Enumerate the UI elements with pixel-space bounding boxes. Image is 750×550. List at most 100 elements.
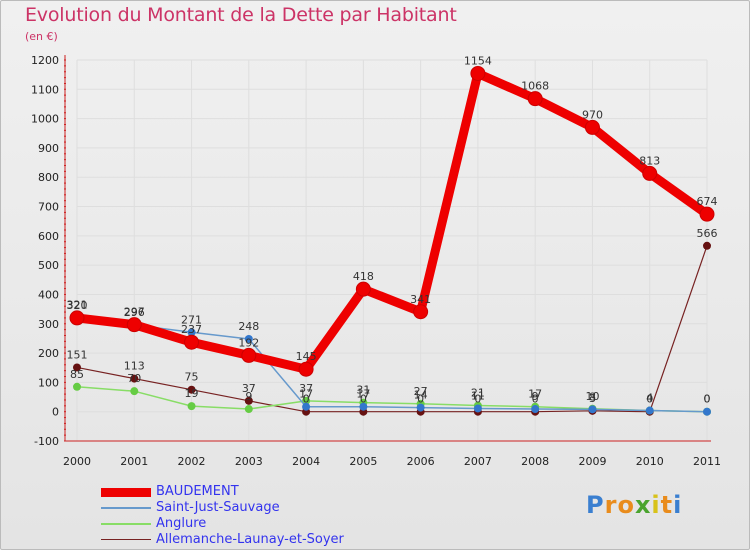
data-label: 674: [697, 195, 718, 208]
data-label: 296: [124, 306, 145, 319]
data-label: 85: [70, 368, 84, 381]
data-point: [302, 402, 311, 411]
data-point: [241, 347, 257, 363]
x-tick-label: 2011: [693, 455, 721, 468]
data-label: 17: [299, 388, 313, 401]
x-tick-label: 2003: [235, 455, 263, 468]
series-line: [72, 68, 712, 374]
data-label: 10: [585, 390, 599, 403]
data-label: 9: [245, 390, 252, 403]
data-label: 0: [360, 393, 367, 406]
data-point: [126, 317, 142, 333]
data-point: [187, 385, 196, 394]
data-label: 271: [181, 313, 202, 326]
data-label: 145: [296, 350, 317, 363]
data-point: [416, 403, 425, 412]
data-point: [470, 65, 486, 81]
x-tick-label: 2004: [292, 455, 320, 468]
data-label: 0: [303, 393, 310, 406]
data-label: 14: [414, 389, 428, 402]
chart-subtitle: (en €): [25, 30, 58, 43]
x-tick-label: 2008: [521, 455, 549, 468]
data-label: 418: [353, 270, 374, 283]
x-tick-label: 2005: [349, 455, 377, 468]
data-label: 321: [67, 299, 88, 312]
data-point: [298, 361, 314, 377]
data-label: 4: [646, 392, 653, 405]
data-label: 70: [127, 372, 141, 385]
data-label: 31: [356, 384, 370, 397]
data-label: 237: [181, 323, 202, 336]
data-point: [73, 382, 81, 391]
y-tick-label: 600: [38, 230, 59, 243]
legend-label: Anglure: [156, 516, 207, 531]
y-tick-label: 0: [52, 406, 59, 419]
data-label: 4: [646, 392, 653, 405]
series-line: [76, 386, 708, 413]
proxiti-logo: Proxiti: [586, 491, 683, 519]
data-point: [187, 402, 196, 411]
data-label: 1154: [464, 54, 492, 67]
y-tick-label: 300: [38, 318, 59, 331]
data-point: [699, 206, 715, 222]
series-line: [76, 316, 708, 413]
data-point: [413, 304, 429, 320]
data-point: [130, 374, 139, 383]
data-point: [302, 396, 311, 405]
y-tick-label: 1000: [31, 113, 59, 126]
data-point: [244, 396, 253, 405]
data-point: [184, 334, 200, 350]
series-line: [76, 245, 708, 413]
data-point: [244, 335, 253, 344]
legend-label: Saint-Just-Sauvage: [156, 500, 280, 515]
data-label: 0: [532, 393, 539, 406]
data-point: [642, 165, 658, 181]
data-label: 0: [704, 393, 711, 406]
data-label: 248: [238, 320, 259, 333]
data-point: [130, 387, 139, 396]
x-tick-label: 2010: [636, 455, 664, 468]
data-label: 320: [67, 299, 88, 312]
data-label: 297: [124, 306, 145, 319]
data-point: [584, 119, 600, 135]
data-label: 11: [471, 389, 485, 402]
data-point: [588, 405, 597, 414]
data-label: 3: [589, 392, 596, 405]
data-point: [187, 328, 196, 337]
data-label: 566: [697, 227, 718, 240]
data-point: [244, 405, 253, 414]
y-tick-label: 700: [38, 201, 59, 214]
data-label: 1068: [521, 80, 549, 93]
data-label: 813: [639, 154, 660, 167]
data-label: 17: [356, 388, 370, 401]
y-tick-label: 100: [38, 376, 59, 389]
legend-swatch: [101, 507, 151, 509]
y-tick-label: 1100: [31, 83, 59, 96]
data-label: 970: [582, 108, 603, 121]
data-label: 0: [646, 393, 653, 406]
data-label: 8: [589, 390, 596, 403]
data-point: [73, 363, 81, 372]
data-label: 0: [474, 393, 481, 406]
data-label: 151: [67, 348, 88, 361]
data-point: [703, 241, 711, 250]
y-tick-label: 900: [38, 142, 59, 155]
data-point: [527, 91, 543, 107]
data-label: 21: [471, 387, 485, 400]
y-tick-label: 800: [38, 171, 59, 184]
data-label: 19: [185, 387, 199, 400]
x-tick-label: 2007: [464, 455, 492, 468]
legend-swatch: [101, 488, 151, 497]
y-tick-label: 200: [38, 347, 59, 360]
data-point: [703, 407, 711, 416]
y-tick-label: -100: [34, 435, 59, 448]
chart-title: Evolution du Montant de la Dette par Hab…: [25, 4, 457, 26]
data-point: [473, 404, 482, 413]
legend-label: Allemanche-Launay-et-Soyer: [156, 532, 344, 547]
x-tick-label: 2009: [578, 455, 606, 468]
data-label: 113: [124, 360, 145, 373]
data-label: 37: [299, 382, 313, 395]
legend-swatch: [101, 539, 151, 540]
data-label: 17: [528, 388, 542, 401]
